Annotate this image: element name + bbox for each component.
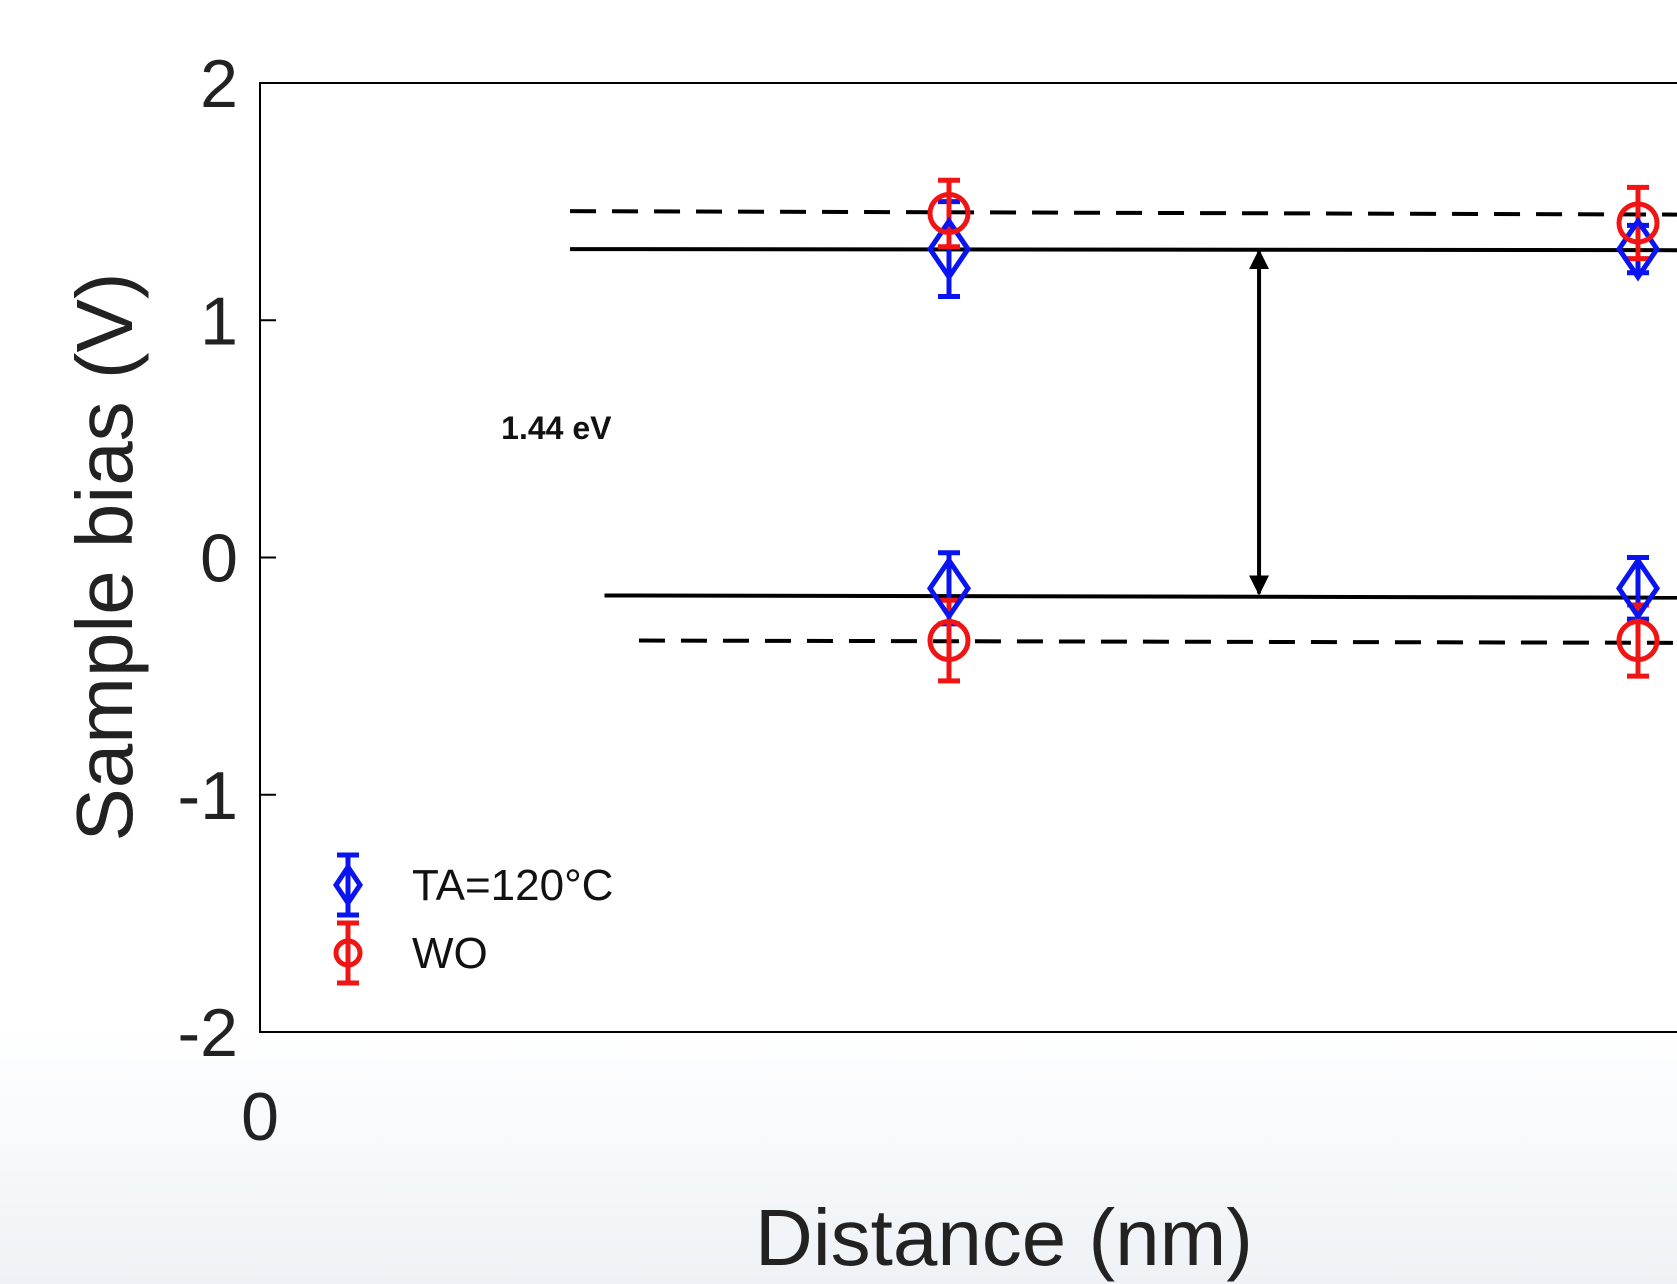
dashed-level-line — [570, 209, 1677, 217]
y-tick-label: 1 — [200, 283, 238, 359]
legend-label: WO — [412, 929, 488, 978]
data-point-diamond — [926, 555, 972, 621]
legend-marker-diamond — [332, 862, 364, 908]
legend: TA=120°C WO — [332, 852, 613, 986]
y-axis-title: Sample bias (V) — [60, 272, 149, 841]
dashed-level-line — [638, 638, 1677, 645]
legend-marker-circle — [333, 938, 363, 968]
x-tick-label: 0 — [241, 1079, 279, 1155]
data-point-circle — [927, 191, 971, 235]
solid-level-line — [604, 593, 1677, 600]
data-markers — [926, 191, 1661, 663]
energy-level-lines — [570, 209, 1677, 645]
data-point-diamond — [1615, 555, 1661, 621]
y-tick-labels: -2 -1 0 1 2 — [178, 46, 238, 1071]
axis-ticks — [260, 319, 276, 796]
data-point-circle — [927, 619, 971, 663]
gap-annotation: 1.44 eV — [501, 410, 612, 446]
solid-level-line — [570, 247, 1677, 253]
gap-arrows — [1249, 249, 1270, 596]
data-point-circle — [1616, 201, 1660, 245]
y-tick-label: -1 — [178, 758, 238, 834]
y-tick-label: -2 — [178, 995, 238, 1071]
legend-label: TA=120°C — [412, 861, 613, 910]
data-point-diamond — [926, 216, 972, 282]
x-axis-title: Distance (nm) — [755, 1193, 1253, 1282]
x-tick-labels: 0510 — [241, 1079, 279, 1155]
gap-annotations: 1.44 eV1.64 eV0.37 eV1.16 eV2.43 eV2.1 e… — [501, 410, 612, 446]
y-tick-label: 2 — [200, 46, 238, 122]
y-tick-label: 0 — [200, 521, 238, 597]
data-point-circle — [1616, 619, 1660, 663]
